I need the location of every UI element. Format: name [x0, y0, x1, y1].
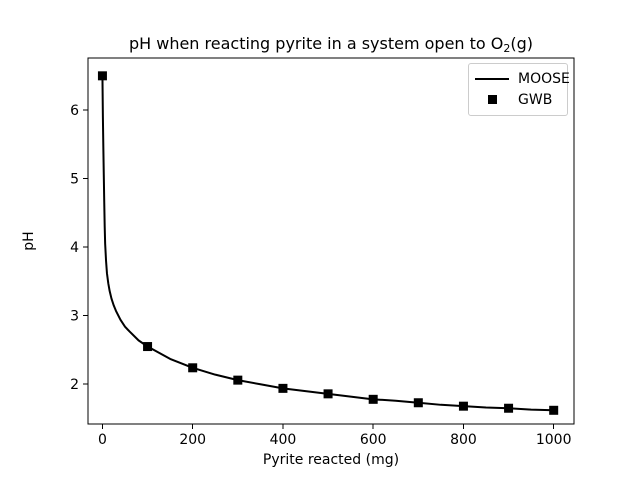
gwb-marker: [97, 71, 107, 81]
x-tick-label: 400: [270, 432, 297, 448]
legend-marker-sample: [475, 95, 509, 104]
y-tick-label: 5: [70, 172, 79, 188]
chart-title: pH when reacting pyrite in a system open…: [88, 34, 574, 55]
gwb-marker: [143, 342, 153, 352]
gwb-marker: [549, 405, 559, 415]
legend-entry-moose: MOOSE: [475, 68, 570, 89]
legend-label-moose: MOOSE: [518, 70, 570, 87]
y-tick-label: 6: [70, 103, 79, 119]
gwb-marker: [458, 401, 468, 411]
legend-entry-gwb: GWB: [475, 89, 561, 110]
x-tick-label: 0: [98, 432, 107, 448]
y-tick-label: 3: [70, 309, 79, 325]
gwb-marker: [278, 383, 288, 393]
x-tick-label: 1000: [536, 432, 572, 448]
gwb-marker: [504, 403, 514, 413]
chart-title-subscript: 2: [503, 42, 511, 55]
moose-line: [101, 74, 555, 412]
square-marker-icon: [487, 95, 497, 104]
line-sample-icon: [475, 77, 509, 80]
x-axis-label: Pyrite reacted (mg): [262, 452, 400, 468]
y-tick-label: 4: [70, 240, 79, 256]
legend-line-sample: [475, 77, 509, 80]
chart-title-post: (g): [510, 34, 534, 53]
legend: MOOSE GWB: [468, 63, 570, 116]
y-tick-label: 2: [70, 377, 79, 393]
chart-title-pre: pH when reacting pyrite in a system open…: [128, 34, 504, 53]
gwb-marker: [413, 398, 423, 408]
x-tick-label: 600: [360, 432, 387, 448]
x-tick-label: 800: [450, 432, 477, 448]
gwb-marker: [233, 375, 243, 385]
plot-border: [87, 57, 575, 425]
legend-label-gwb: GWB: [518, 91, 553, 108]
gwb-marker: [188, 363, 198, 373]
gwb-marker: [368, 394, 378, 404]
gwb-marker: [323, 389, 333, 399]
x-tick-label: 200: [179, 432, 206, 448]
